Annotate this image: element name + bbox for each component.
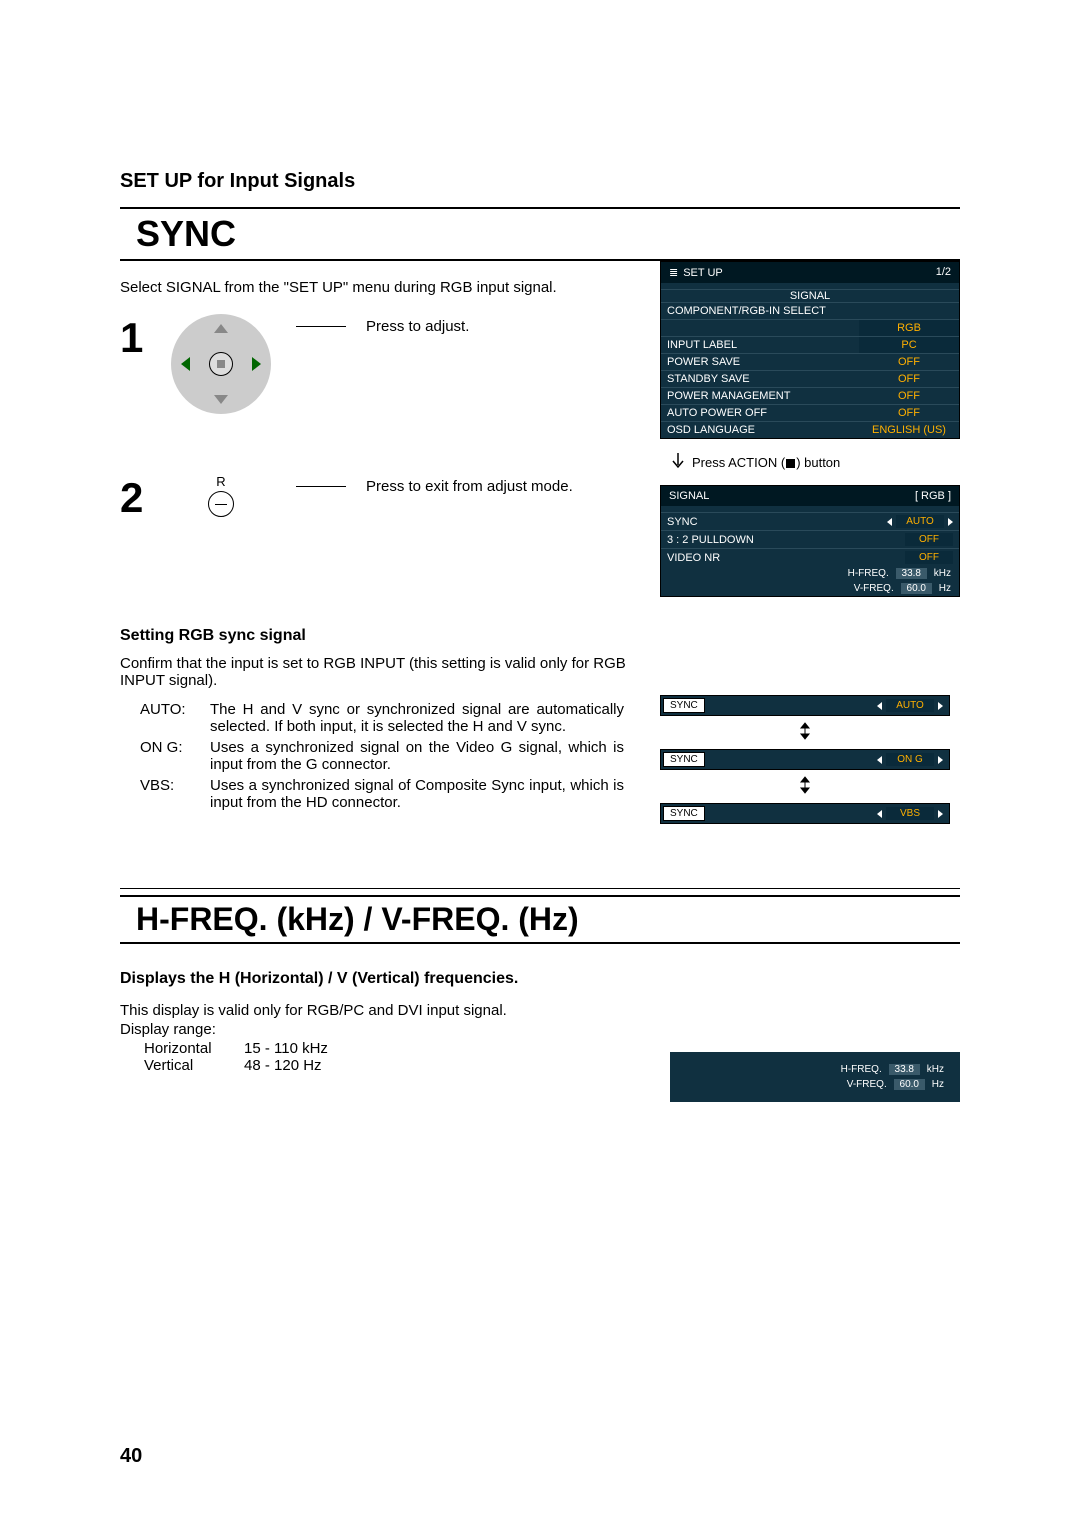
right-arrow-icon (938, 756, 943, 764)
hfreq-title-box: H-FREQ. (kHz) / V-FREQ. (Hz) (120, 895, 960, 944)
down-arrow-icon (670, 451, 686, 473)
step-1-number: 1 (120, 314, 146, 362)
menu-row: OSD LANGUAGEENGLISH (US) (661, 421, 959, 438)
dpad-down-icon (214, 395, 228, 404)
step-2-caption: Press to exit from adjust mode. (366, 474, 632, 495)
setup-menu-title: SET UP (683, 267, 723, 279)
r-label: R (166, 474, 276, 489)
left-arrow-icon (887, 518, 892, 526)
def-row: VBS:Uses a synchronized signal of Compos… (120, 777, 632, 811)
displays-subhead: Displays the H (Horizontal) / V (Vertica… (120, 970, 960, 988)
range-row: Horizontal15 - 110 kHz (120, 1040, 632, 1057)
signal-menu-mode: [ RGB ] (915, 490, 951, 502)
valid-text: This display is valid only for RGB/PC an… (120, 1002, 632, 1019)
range-row: Vertical48 - 120 Hz (120, 1057, 632, 1074)
menu-row: COMPONENT/RGB-IN SELECT (661, 302, 959, 319)
menu-row: STANDBY SAVEOFF (661, 370, 959, 387)
r-button-illustration: R (166, 474, 276, 534)
dpad-up-icon (214, 324, 228, 333)
dpad-right-icon (252, 357, 261, 371)
signal-menu-panel: SIGNAL [ RGB ] SYNC AUTO 3 : 2 PULLDOWN … (660, 485, 960, 597)
menu-row: RGB (661, 319, 959, 336)
sync-title: SYNC (136, 213, 944, 255)
dpad-left-icon (181, 357, 190, 371)
signal-menu-title: SIGNAL (669, 490, 709, 502)
menu-row: POWER SAVEOFF (661, 353, 959, 370)
setup-menu-page: 1/2 (936, 266, 951, 279)
mini-row: SYNC AUTO (660, 695, 950, 716)
menu-row: SIGNAL (661, 289, 959, 302)
press-action-note: Press ACTION () button (670, 451, 960, 473)
rgb-sync-paragraph: Confirm that the input is set to RGB INP… (120, 655, 632, 689)
step-1-row: 1 Press to adjust. (120, 314, 632, 444)
left-arrow-icon (877, 810, 882, 818)
menu-row: AUTO POWER OFFOFF (661, 404, 959, 421)
signal-row: VIDEO NR OFF (661, 548, 959, 566)
intro-text: Select SIGNAL from the "SET UP" menu dur… (120, 279, 632, 296)
stop-icon (786, 459, 795, 468)
dpad-illustration (166, 314, 276, 444)
freq-display-panel: H-FREQ. 33.8 kHz V-FREQ. 60.0 Hz (670, 1052, 960, 1102)
updown-arrow-icon (660, 774, 950, 801)
menu-row: INPUT LABELPC (661, 336, 959, 353)
step-2-number: 2 (120, 474, 146, 522)
step-2-row: 2 R Press to exit from adjust mode. (120, 474, 632, 534)
menu-row: POWER MANAGEMENTOFF (661, 387, 959, 404)
right-arrow-icon (938, 810, 943, 818)
left-arrow-icon (877, 702, 882, 710)
page-number: 40 (120, 1445, 142, 1468)
rgb-sync-heading: Setting RGB sync signal (120, 627, 960, 645)
dpad-center-icon (209, 352, 233, 376)
sync-cycle: SYNC AUTO SYNC ON G SYNC VBS (660, 695, 950, 824)
setup-menu-panel: ≣ SET UP 1/2 SIGNAL COMPONENT/RGB-IN SELE… (660, 261, 960, 439)
right-arrow-icon (948, 518, 953, 526)
mini-row: SYNC ON G (660, 749, 950, 770)
hfreq-line: H-FREQ. 33.8 kHz (661, 566, 959, 581)
range-label: Display range: (120, 1021, 632, 1038)
signal-row: 3 : 2 PULLDOWN OFF (661, 530, 959, 548)
updown-arrow-icon (660, 720, 950, 747)
left-arrow-icon (877, 756, 882, 764)
signal-row: SYNC AUTO (661, 512, 959, 530)
section-header: SET UP for Input Signals (120, 170, 960, 193)
step-1-caption: Press to adjust. (366, 314, 632, 335)
def-row: AUTO:The H and V sync or synchronized si… (120, 701, 632, 735)
right-arrow-icon (938, 702, 943, 710)
sync-title-box: SYNC (120, 207, 960, 261)
mini-row: SYNC VBS (660, 803, 950, 824)
signal-label: SIGNAL (790, 290, 830, 302)
r-button-icon (208, 491, 234, 517)
def-row: ON G:Uses a synchronized signal on the V… (120, 739, 632, 773)
menu-icon: ≣ (669, 266, 678, 279)
vfreq-line: V-FREQ. 60.0 Hz (661, 581, 959, 596)
hfreq-title: H-FREQ. (kHz) / V-FREQ. (Hz) (136, 901, 944, 938)
